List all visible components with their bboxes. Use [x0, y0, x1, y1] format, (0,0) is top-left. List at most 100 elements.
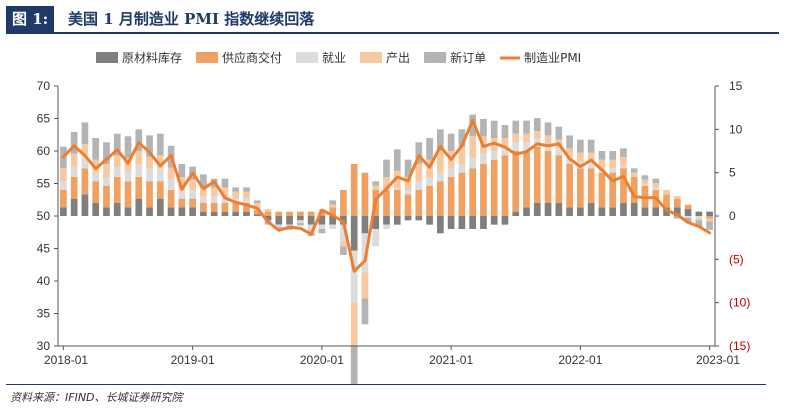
bar-segment-0-21 [286, 216, 293, 225]
bar-segment-0-11 [178, 207, 186, 216]
bar-segment-3-56 [663, 190, 670, 195]
bar-segment-4-35 [437, 129, 444, 151]
bar-segment-2-9 [156, 168, 164, 182]
legend-item-2: 就业 [296, 51, 346, 65]
bar-segment-1-12 [189, 198, 196, 208]
bar-segment-1-42 [512, 151, 520, 212]
bar-segment-2-40 [490, 151, 498, 160]
left-tick-label-6: 60 [37, 144, 51, 158]
bar-segment-1-32 [404, 194, 412, 216]
bar-segment-0-47 [566, 207, 573, 216]
bar-segment-0-13 [200, 211, 207, 216]
bar-segment-3-11 [178, 177, 186, 190]
bar-segment-3-0 [60, 168, 67, 182]
bar-segment-4-44 [533, 118, 541, 132]
bar-segment-3-49 [587, 152, 595, 162]
bar-segment-4-36 [447, 133, 455, 151]
bar-segment-3-9 [156, 155, 164, 169]
bar-segment-4-31 [393, 149, 401, 171]
bar-segment-3-27 [350, 302, 358, 346]
bar-segment-1-4 [103, 185, 110, 208]
left-tick-label-7: 65 [37, 112, 51, 126]
bar-segment-3-31 [393, 170, 401, 189]
bar-segment-3-33 [415, 164, 423, 182]
bar-segment-3-38 [469, 136, 477, 158]
bar-segment-0-2 [81, 194, 89, 216]
bar-segment-3-10 [167, 167, 175, 179]
source-divider [6, 384, 766, 385]
bar-segment-0-28 [361, 216, 369, 234]
bar-segment-0-48 [577, 207, 584, 216]
bar-segment-4-11 [178, 164, 186, 177]
figure-title: 美国 1 月制造业 PMI 指数继续回落 [68, 10, 315, 28]
bar-segment-0-53 [630, 203, 638, 216]
bar-segment-2-4 [103, 177, 110, 186]
bar-segment-0-5 [113, 203, 121, 216]
bar-segment-4-55 [652, 178, 660, 184]
legend-item-1: 供应商交付 [196, 50, 282, 65]
right-tick-label-3: 0 [729, 209, 736, 223]
bar-segment-3-17 [243, 191, 250, 199]
bar-segment-2-6 [124, 170, 132, 182]
left-tick-label-3: 45 [37, 242, 51, 256]
bar-segment-1-25 [329, 207, 336, 216]
bar-segment-4-49 [587, 139, 595, 153]
bar-segment-1-53 [630, 177, 638, 203]
legend-item-0: 原材料库存 [96, 50, 182, 65]
bar-segment-1-56 [663, 194, 670, 208]
bar-segment-2-27 [350, 250, 358, 303]
bar-segment-4-26 [340, 246, 347, 255]
bar-segment-3-45 [544, 135, 552, 145]
bar-segment-1-24 [318, 211, 326, 216]
bar-segment-0-43 [523, 207, 530, 216]
bar-segment-0-50 [598, 207, 606, 216]
bar-segment-1-26 [340, 190, 347, 216]
bar-segment-3-5 [113, 155, 121, 167]
bar-segment-2-31 [393, 188, 401, 190]
bar-segment-4-27 [350, 346, 358, 384]
bar-segment-1-33 [415, 190, 423, 216]
bar-segment-1-45 [544, 151, 552, 203]
bar-segment-2-29 [372, 229, 380, 247]
bar-segment-4-59 [695, 220, 703, 228]
bar-segment-0-15 [221, 211, 229, 216]
bar-segment-2-46 [555, 148, 563, 156]
right-tick-label-6: (15) [729, 339, 750, 353]
bar-segment-4-25 [329, 200, 336, 205]
bar-segment-3-57 [673, 196, 681, 199]
right-tick-label-4: (5) [729, 252, 744, 266]
bar-segment-3-13 [200, 187, 207, 197]
bar-segment-2-8 [146, 168, 153, 182]
bar-segment-2-36 [447, 168, 455, 177]
bar-segment-4-7 [135, 129, 143, 151]
bar-segment-2-3 [92, 172, 100, 182]
bar-segment-2-30 [383, 224, 390, 229]
bar-segment-4-22 [297, 222, 304, 226]
bar-segment-3-44 [533, 131, 541, 138]
bar-segment-0-42 [512, 211, 520, 216]
bar-segment-1-22 [297, 211, 304, 216]
bar-segment-2-2 [81, 155, 89, 169]
bar-segment-4-28 [361, 298, 369, 325]
bar-segment-4-15 [221, 178, 229, 188]
bar-segment-0-51 [609, 207, 617, 216]
bar-segment-4-41 [501, 125, 509, 138]
legend-swatch [96, 52, 118, 63]
bar-segment-4-37 [458, 129, 466, 147]
bar-segment-1-2 [81, 168, 89, 195]
bar-segment-1-14 [210, 203, 218, 212]
bar-segment-2-26 [340, 224, 347, 242]
bar-segment-0-6 [124, 207, 132, 216]
bar-segment-0-46 [555, 203, 563, 216]
left-tick-label-2: 40 [37, 274, 51, 288]
bar-segment-1-19 [264, 211, 272, 216]
bar-segment-0-57 [673, 207, 681, 216]
bar-segment-1-46 [555, 155, 563, 203]
bar-segment-0-54 [641, 207, 649, 216]
bar-segment-1-20 [275, 211, 283, 216]
bar-segment-3-4 [103, 164, 110, 177]
x-tick-label-2: 2020-01 [300, 353, 344, 367]
bar-segment-4-8 [146, 135, 153, 158]
bar-segment-0-18 [253, 214, 261, 216]
bar-segment-4-4 [103, 142, 110, 164]
